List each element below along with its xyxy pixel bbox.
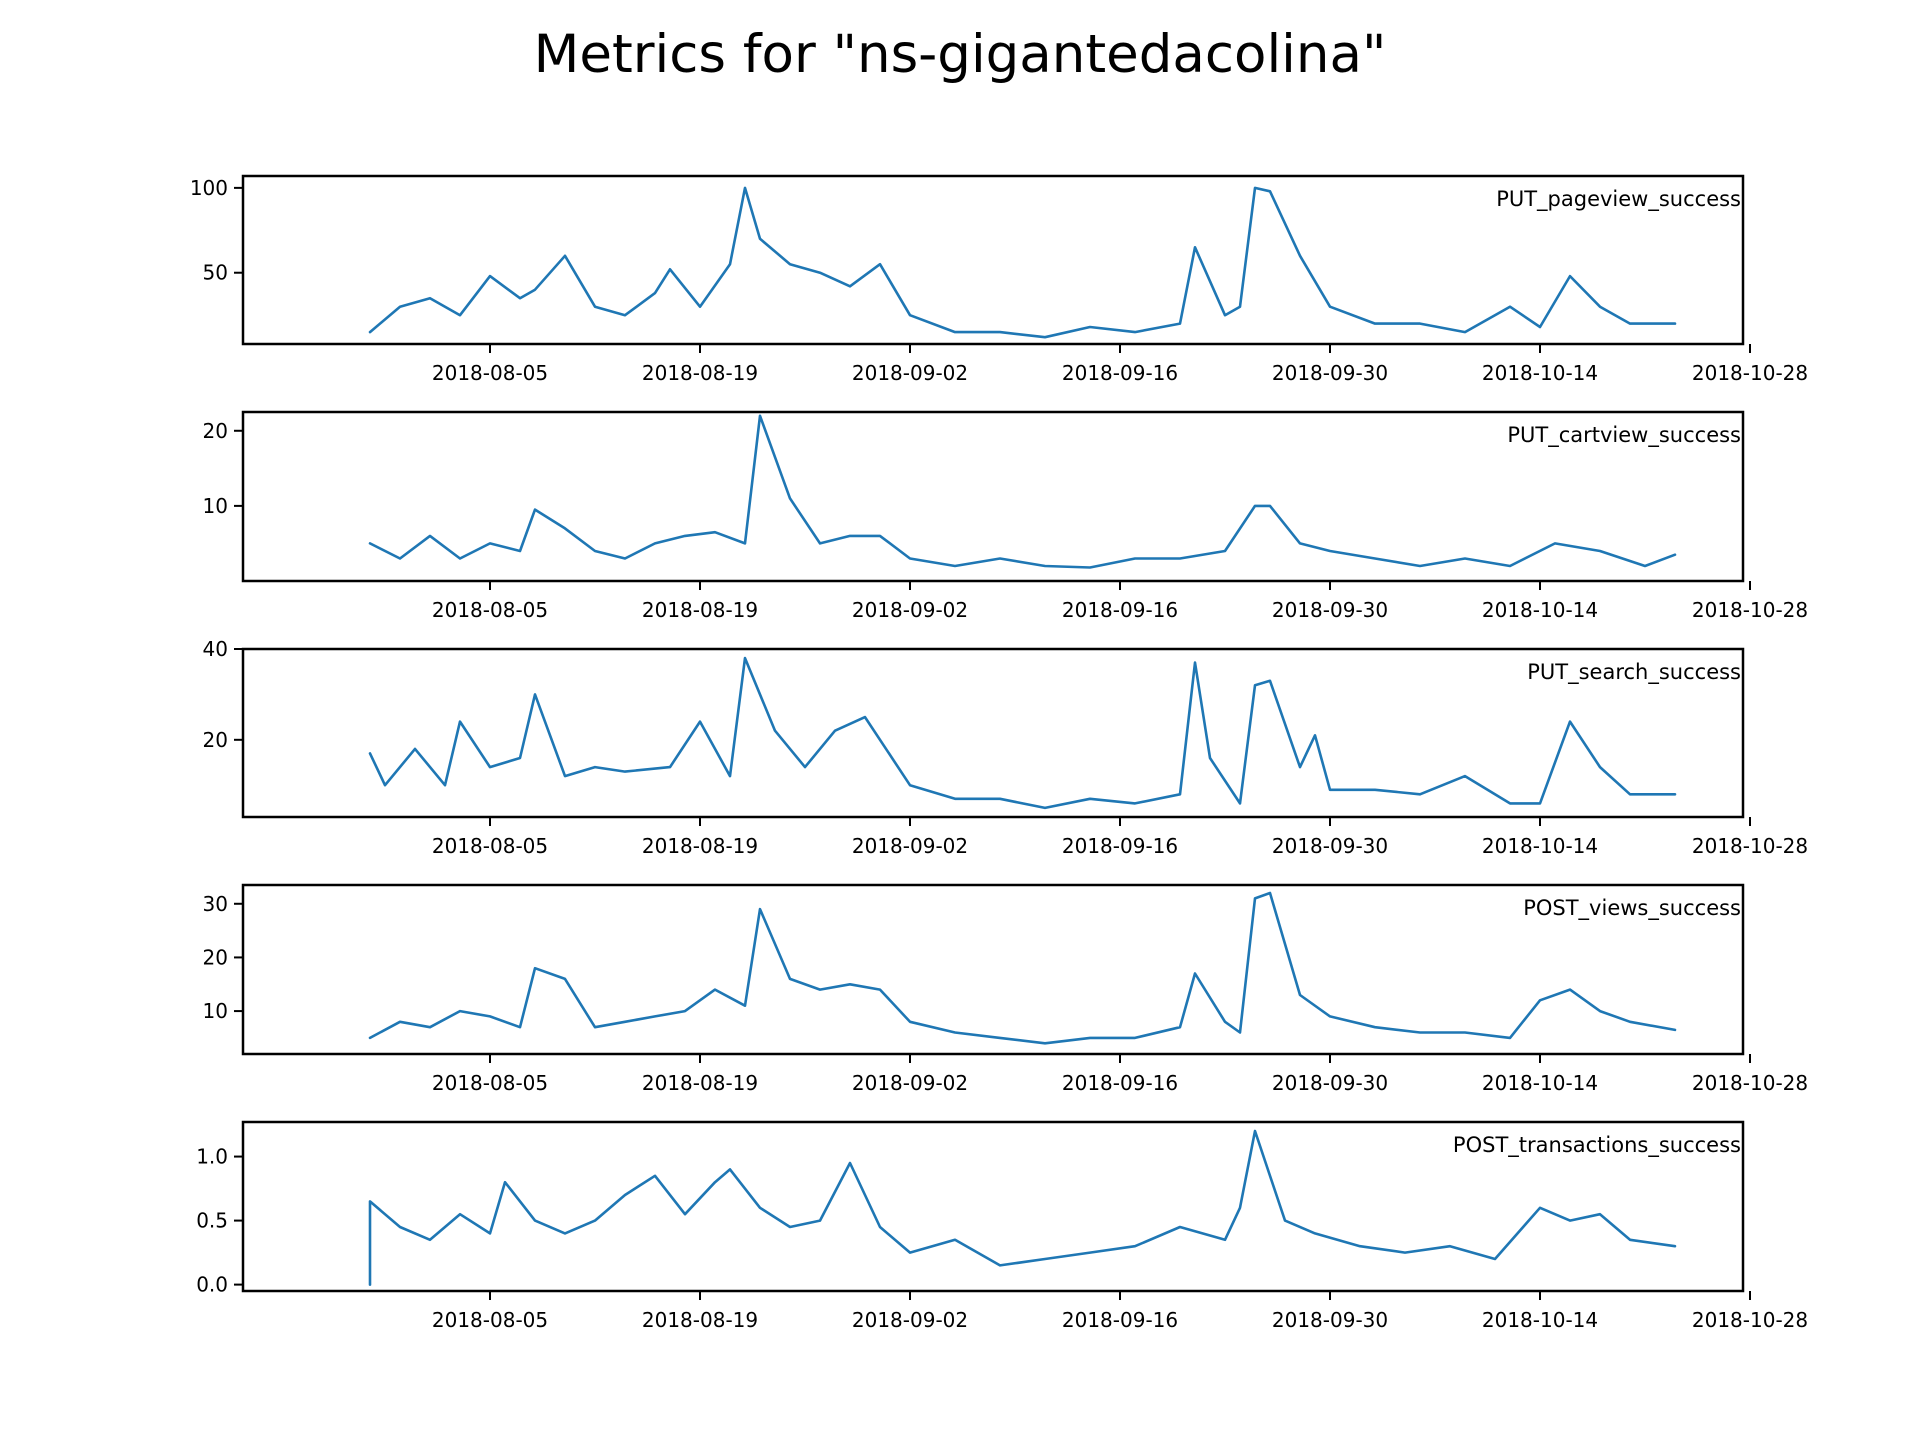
x-tick-label: 2018-08-19 xyxy=(642,834,758,858)
x-tick-label: 2018-09-16 xyxy=(1062,1308,1178,1332)
y-tick-label: 20 xyxy=(203,419,228,443)
x-tick-label: 2018-09-02 xyxy=(852,1071,968,1095)
axes-frame xyxy=(241,410,1745,583)
x-tick-label: 2018-09-02 xyxy=(852,598,968,622)
x-tick-label: 2018-10-28 xyxy=(1692,598,1808,622)
x-tick-label: 2018-08-05 xyxy=(432,1071,548,1095)
x-tick-label: 2018-10-14 xyxy=(1482,361,1598,385)
y-tick-label: 40 xyxy=(203,637,228,661)
y-tick-label: 30 xyxy=(203,892,228,916)
x-tick-label: 2018-09-16 xyxy=(1062,1071,1178,1095)
subplot-POST_views_success: 2018-08-05 2018-08-19 2018-09-02 2018-09-16… xyxy=(203,883,1808,1095)
x-tick-label: 2018-10-14 xyxy=(1482,1071,1598,1095)
y-tick-label: 100 xyxy=(190,176,228,200)
x-tick-label: 2018-09-30 xyxy=(1272,1071,1388,1095)
x-tick-label: 2018-09-16 xyxy=(1062,834,1178,858)
chart-title: Metrics for "ns-gigantedacolina" xyxy=(534,24,1387,85)
series-line-PUT_search_success xyxy=(368,656,1677,810)
x-tick-label: 2018-09-02 xyxy=(852,361,968,385)
y-tick-label: 0.0 xyxy=(196,1273,228,1297)
subplot-PUT_cartview_success: 2018-08-05 2018-08-19 2018-09-02 2018-09-16… xyxy=(203,410,1808,622)
y-tick-label: 1.0 xyxy=(196,1145,228,1169)
subplot-label: POST_views_success xyxy=(1523,896,1741,921)
x-tick-label: 2018-10-28 xyxy=(1692,361,1808,385)
x-tick-label: 2018-09-30 xyxy=(1272,1308,1388,1332)
series-line-POST_transactions_success xyxy=(368,1129,1677,1286)
x-tick-label: 2018-10-14 xyxy=(1482,834,1598,858)
x-tick-label: 2018-09-16 xyxy=(1062,361,1178,385)
axes-frame xyxy=(241,174,1745,346)
subplot-label: PUT_cartview_success xyxy=(1507,423,1741,448)
x-tick-label: 2018-08-05 xyxy=(432,598,548,622)
x-tick-label: 2018-08-05 xyxy=(432,361,548,385)
subplot-label: POST_transactions_success xyxy=(1453,1133,1741,1158)
x-tick-label: 2018-08-19 xyxy=(642,1308,758,1332)
y-tick-label: 20 xyxy=(203,728,228,752)
y-tick-label: 10 xyxy=(203,494,228,518)
subplots: 2018-08-05 2018-08-19 2018-09-02 2018-09-16… xyxy=(190,174,1809,1332)
x-tick-label: 2018-09-16 xyxy=(1062,598,1178,622)
axes-frame xyxy=(241,1120,1745,1293)
x-tick-label: 2018-08-19 xyxy=(642,598,758,622)
x-tick-label: 2018-10-14 xyxy=(1482,1308,1598,1332)
x-tick-label: 2018-10-14 xyxy=(1482,598,1598,622)
x-tick-label: 2018-09-02 xyxy=(852,834,968,858)
x-tick-label: 2018-08-05 xyxy=(432,834,548,858)
series-line-PUT_pageview_success xyxy=(368,186,1677,339)
x-tick-label: 2018-10-28 xyxy=(1692,834,1808,858)
subplot-POST_transactions_success: 2018-08-05 2018-08-19 2018-09-02 2018-09-16… xyxy=(196,1120,1808,1332)
x-tick-label: 2018-09-02 xyxy=(852,1308,968,1332)
x-tick-label: 2018-08-19 xyxy=(642,361,758,385)
x-tick-label: 2018-09-30 xyxy=(1272,361,1388,385)
subplot-label: PUT_search_success xyxy=(1527,660,1741,685)
x-tick-label: 2018-08-19 xyxy=(642,1071,758,1095)
x-tick-label: 2018-10-28 xyxy=(1692,1308,1808,1332)
series-line-POST_views_success xyxy=(368,891,1677,1045)
y-tick-label: 50 xyxy=(203,261,228,285)
axes-frame xyxy=(241,883,1745,1056)
axes-frame xyxy=(241,647,1745,819)
series-line-PUT_cartview_success xyxy=(368,414,1677,569)
x-tick-label: 2018-09-30 xyxy=(1272,834,1388,858)
y-tick-label: 10 xyxy=(203,999,228,1023)
x-tick-label: 2018-10-28 xyxy=(1692,1071,1808,1095)
subplot-PUT_search_success: 2018-08-05 2018-08-19 2018-09-02 2018-09-16… xyxy=(203,637,1809,858)
y-tick-label: 20 xyxy=(203,945,228,969)
y-tick-label: 0.5 xyxy=(196,1209,228,1233)
subplot-label: PUT_pageview_success xyxy=(1496,187,1741,212)
subplot-PUT_pageview_success: 2018-08-05 2018-08-19 2018-09-02 2018-09-16… xyxy=(190,174,1808,385)
x-tick-label: 2018-08-05 xyxy=(432,1308,548,1332)
x-tick-label: 2018-09-30 xyxy=(1272,598,1388,622)
